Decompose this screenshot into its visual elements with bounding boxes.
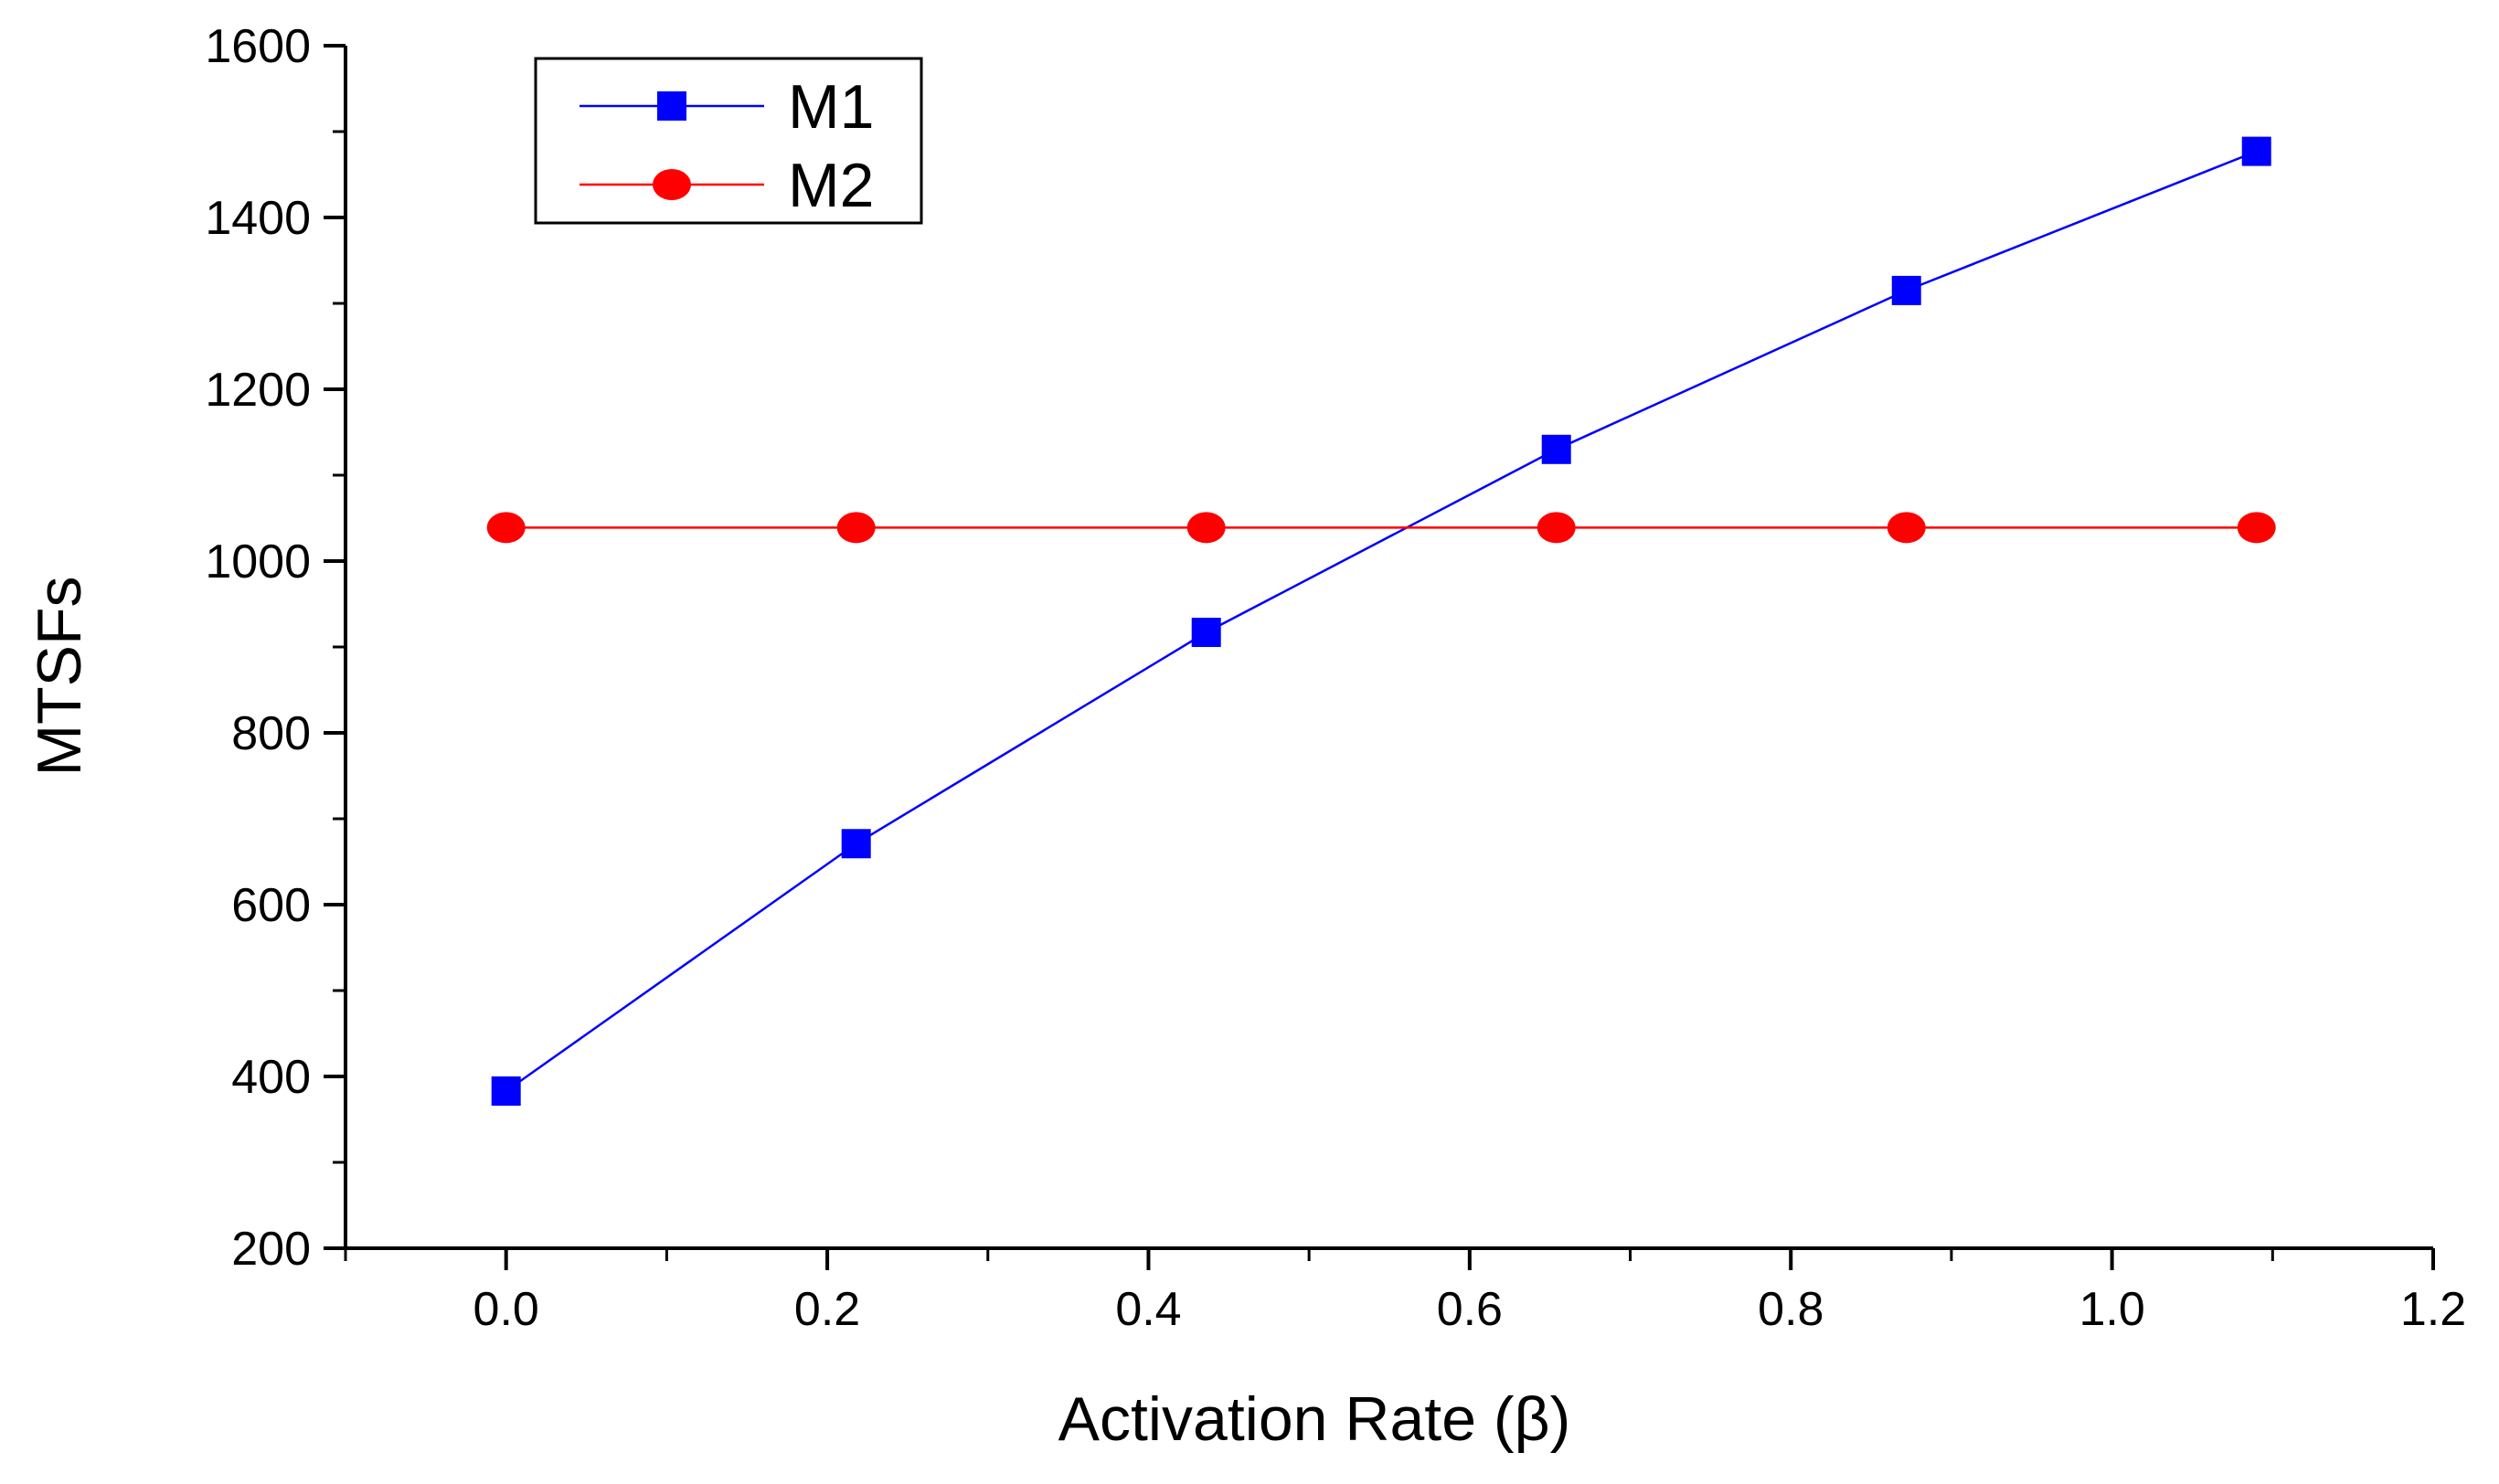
legend-label: M2 bbox=[788, 151, 874, 220]
plot-series bbox=[486, 136, 2276, 1106]
legend-item-m2: M2 bbox=[580, 151, 874, 220]
x-tick-label: 0.4 bbox=[1115, 1283, 1181, 1336]
data-point bbox=[1541, 434, 1571, 464]
y-tick-label: 800 bbox=[231, 707, 311, 760]
y-tick-label: 1600 bbox=[205, 20, 311, 73]
series-line bbox=[505, 150, 2258, 1093]
y-axis-title: MTSFs bbox=[25, 576, 94, 776]
x-tick-label: 0.8 bbox=[1758, 1283, 1824, 1336]
data-point bbox=[491, 1076, 521, 1106]
legend-label: M1 bbox=[788, 72, 874, 142]
x-tick-label: 1.2 bbox=[2400, 1283, 2466, 1336]
data-point bbox=[1191, 618, 1221, 648]
x-tick-label: 0.6 bbox=[1437, 1283, 1503, 1336]
data-point bbox=[841, 829, 871, 859]
data-point bbox=[1891, 275, 1921, 305]
data-point bbox=[2241, 136, 2271, 166]
y-tick-label: 400 bbox=[231, 1051, 311, 1104]
legend-box bbox=[534, 57, 923, 225]
data-point bbox=[1887, 512, 1926, 544]
data-point bbox=[1186, 512, 1226, 544]
y-tick-label: 1000 bbox=[205, 535, 311, 588]
data-point bbox=[836, 512, 876, 544]
x-axis-title: Activation Rate (β) bbox=[1058, 1384, 1571, 1454]
legend-marker bbox=[657, 91, 686, 121]
y-tick-label: 600 bbox=[231, 879, 311, 932]
legend-item-m1: M1 bbox=[580, 72, 874, 142]
y-tick-label: 1200 bbox=[205, 364, 311, 417]
x-tick-label: 0.0 bbox=[473, 1283, 539, 1336]
axes: 200 400 600 800 1000 1200 1400 1600 0.0 0.2 0.4 0.6… bbox=[205, 20, 2466, 1336]
y-tick-label: 200 bbox=[231, 1223, 311, 1276]
legend-marker bbox=[653, 169, 691, 200]
series-m1 bbox=[491, 136, 2271, 1106]
data-point bbox=[2237, 512, 2276, 544]
x-tick-label: 0.2 bbox=[794, 1283, 860, 1336]
data-point bbox=[1537, 512, 1576, 544]
series-m2 bbox=[486, 512, 2276, 544]
x-tick-label: 1.0 bbox=[2079, 1283, 2144, 1336]
y-tick-label: 1400 bbox=[205, 192, 311, 245]
data-point bbox=[486, 512, 526, 544]
